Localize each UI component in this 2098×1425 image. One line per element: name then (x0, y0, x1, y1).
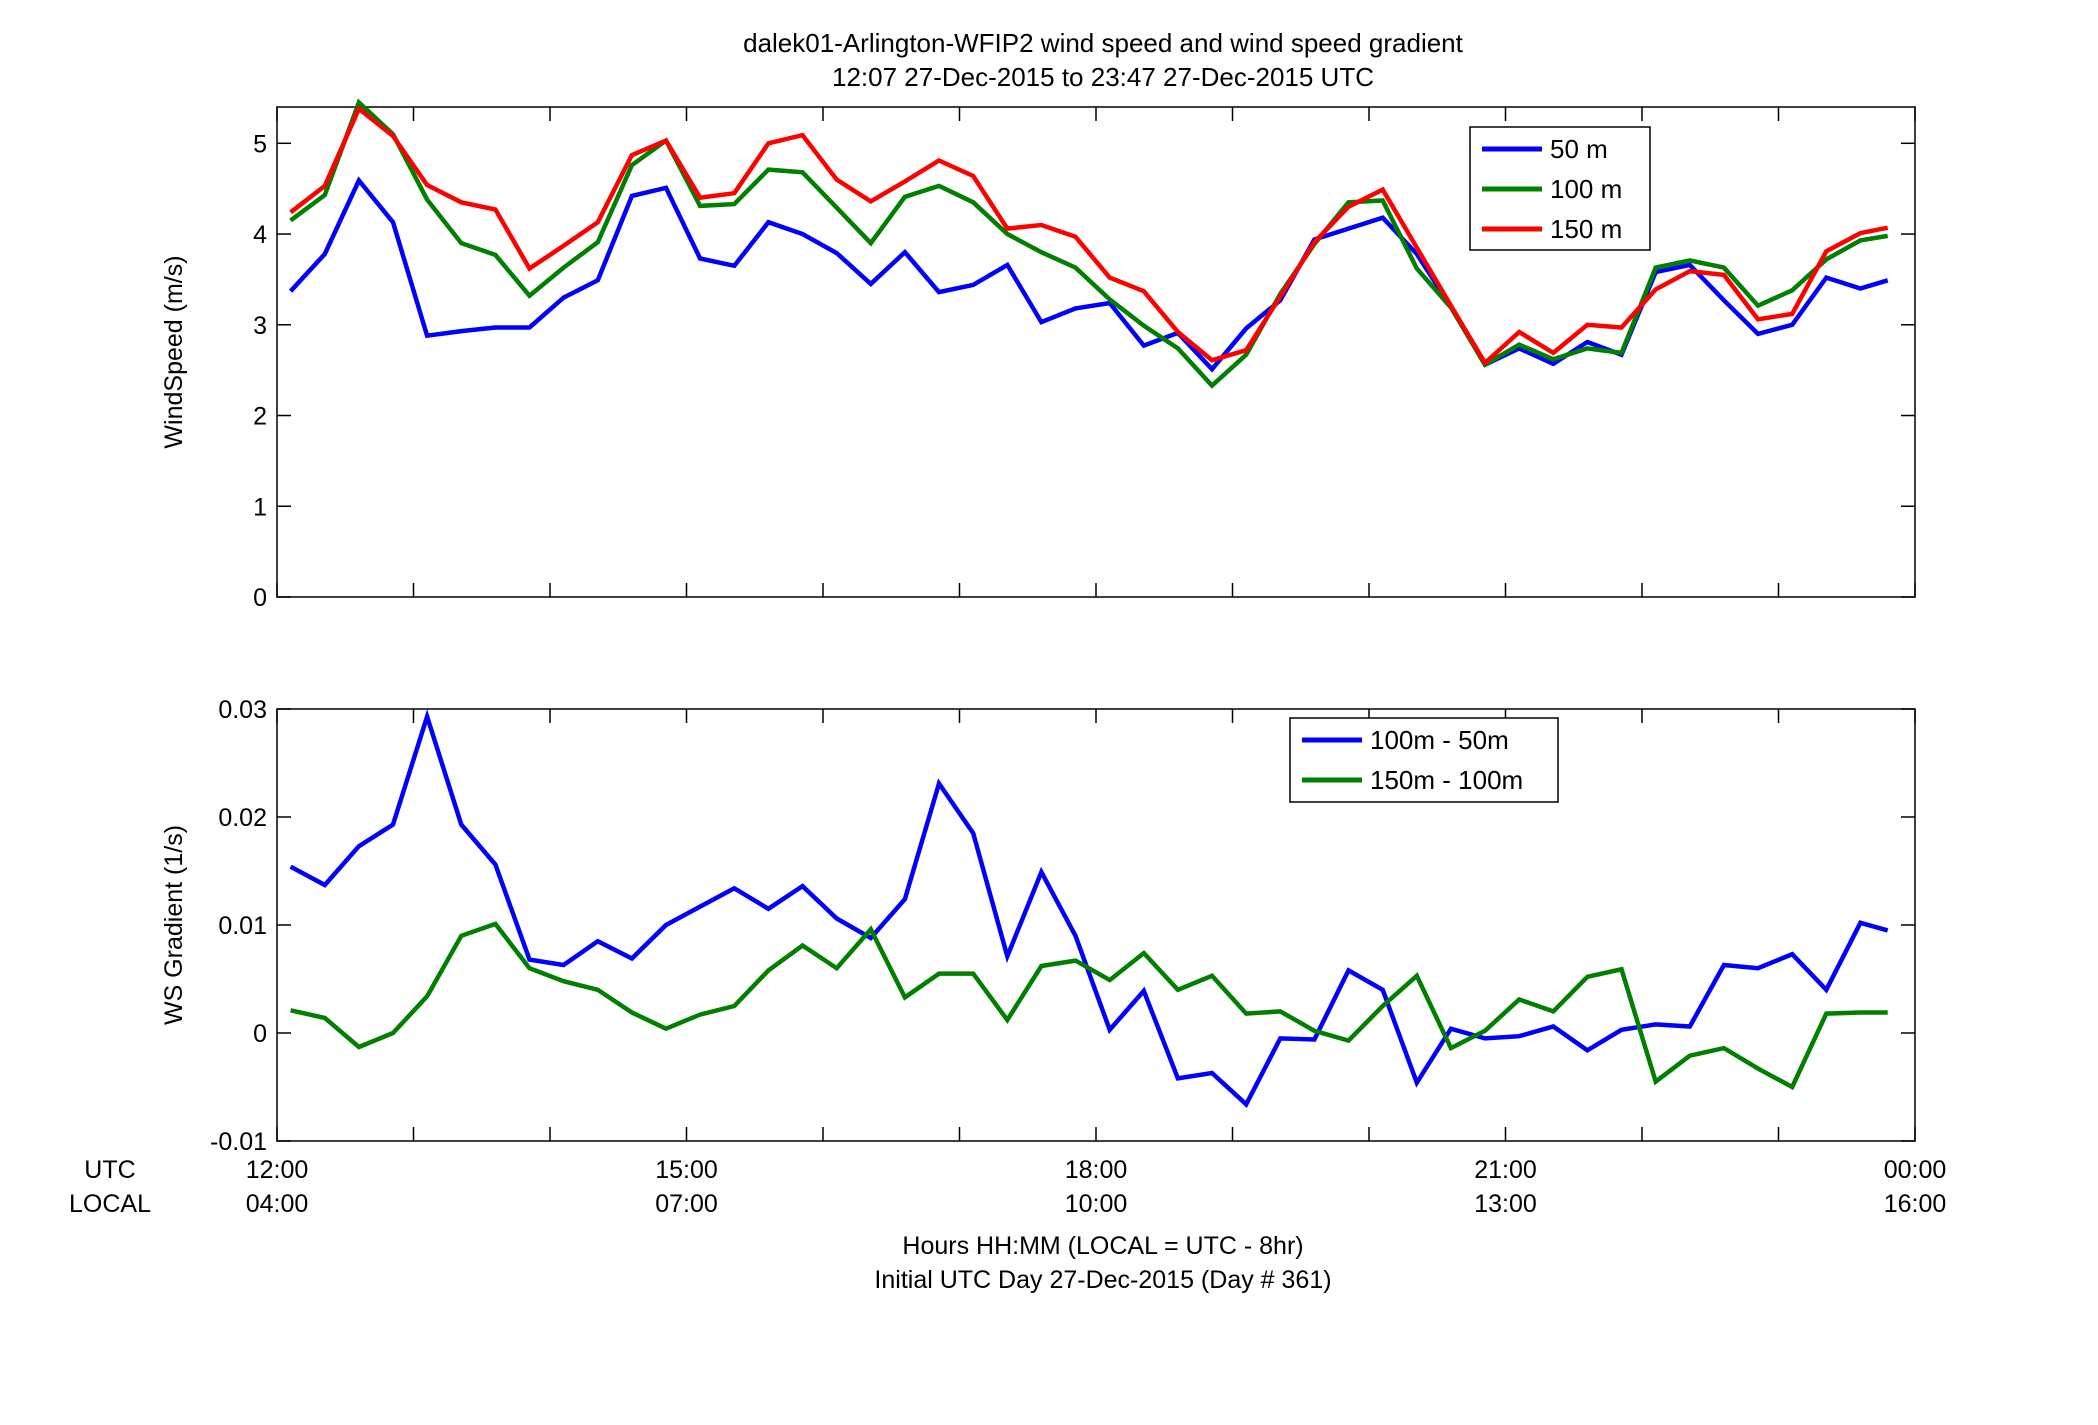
legend-label: 100m - 50m (1370, 725, 1509, 755)
utc-tick-label: 00:00 (1884, 1156, 1947, 1184)
legend-label: 100 m (1550, 174, 1622, 204)
local-tick-label: 16:00 (1884, 1190, 1947, 1218)
utc-row-label: UTC (84, 1156, 135, 1184)
legend-box (1289, 717, 1559, 803)
legend-label: 150m - 100m (1370, 765, 1523, 795)
series-line-2 (289, 105, 1889, 367)
local-tick-label: 04:00 (246, 1190, 309, 1218)
series-line-1 (290, 921, 1888, 1091)
y-axis-label: WS Gradient (1/s) (160, 825, 188, 1025)
chart-title-line1: dalek01-Arlington-WFIP2 wind speed and w… (743, 28, 1464, 58)
gradient-panel: -0.01 0 0.01 0.02 0.03 WS Gradient (1/s) 100m … (160, 696, 1916, 1156)
utc-tick-label: 15:00 (655, 1156, 718, 1184)
local-tick-label: 10:00 (1065, 1190, 1128, 1218)
y-tick-label: 1 (253, 493, 267, 521)
x-axis-label-line1: Hours HH:MM (LOCAL = UTC - 8hr) (902, 1232, 1303, 1260)
y-tick-label: 0 (253, 1020, 267, 1048)
time-tick-labels: 12:00 04:00 15:00 07:00 18:00 10:00 21:00 13:00… (246, 1156, 1947, 1218)
local-row-label: LOCAL (69, 1190, 151, 1218)
legend-label: 150 m (1550, 214, 1622, 244)
y-tick-label: -0.01 (210, 1128, 267, 1156)
y-tick-label: 5 (253, 130, 267, 158)
x-axis-label-line2: Initial UTC Day 27-Dec-2015 (Day # 361) (874, 1266, 1331, 1294)
utc-tick-label: 18:00 (1065, 1156, 1128, 1184)
utc-tick-label: 12:00 (246, 1156, 309, 1184)
chart-title-line2: 12:07 27-Dec-2015 to 23:47 27-Dec-2015 U… (832, 62, 1374, 92)
windspeed-panel: 0 1 2 3 4 5 WindSpeed (m/s) 50 m 100 m 150 m (160, 98, 1916, 612)
utc-tick-label: 21:00 (1474, 1156, 1537, 1184)
local-tick-label: 13:00 (1474, 1190, 1537, 1218)
legend: 50 m 100 m 150 m (1469, 126, 1651, 251)
y-tick-label: 0 (253, 584, 267, 612)
local-tick-label: 07:00 (655, 1190, 718, 1218)
legend: 100m - 50m 150m - 100m (1289, 717, 1559, 803)
y-tick-label: 0.01 (218, 912, 267, 940)
y-axis-label: WindSpeed (m/s) (160, 255, 188, 448)
y-tick-label: 3 (253, 312, 267, 340)
series-line-0 (289, 709, 1889, 1108)
legend-label: 50 m (1550, 134, 1608, 164)
y-tick-label: 0.03 (218, 696, 267, 724)
y-tick-label: 0.02 (218, 804, 267, 832)
y-tick-label: 2 (253, 403, 267, 431)
plot-area (276, 106, 1916, 598)
y-tick-label: 4 (253, 221, 267, 249)
plot-area (276, 708, 1916, 1142)
series-line-1 (289, 98, 1889, 389)
